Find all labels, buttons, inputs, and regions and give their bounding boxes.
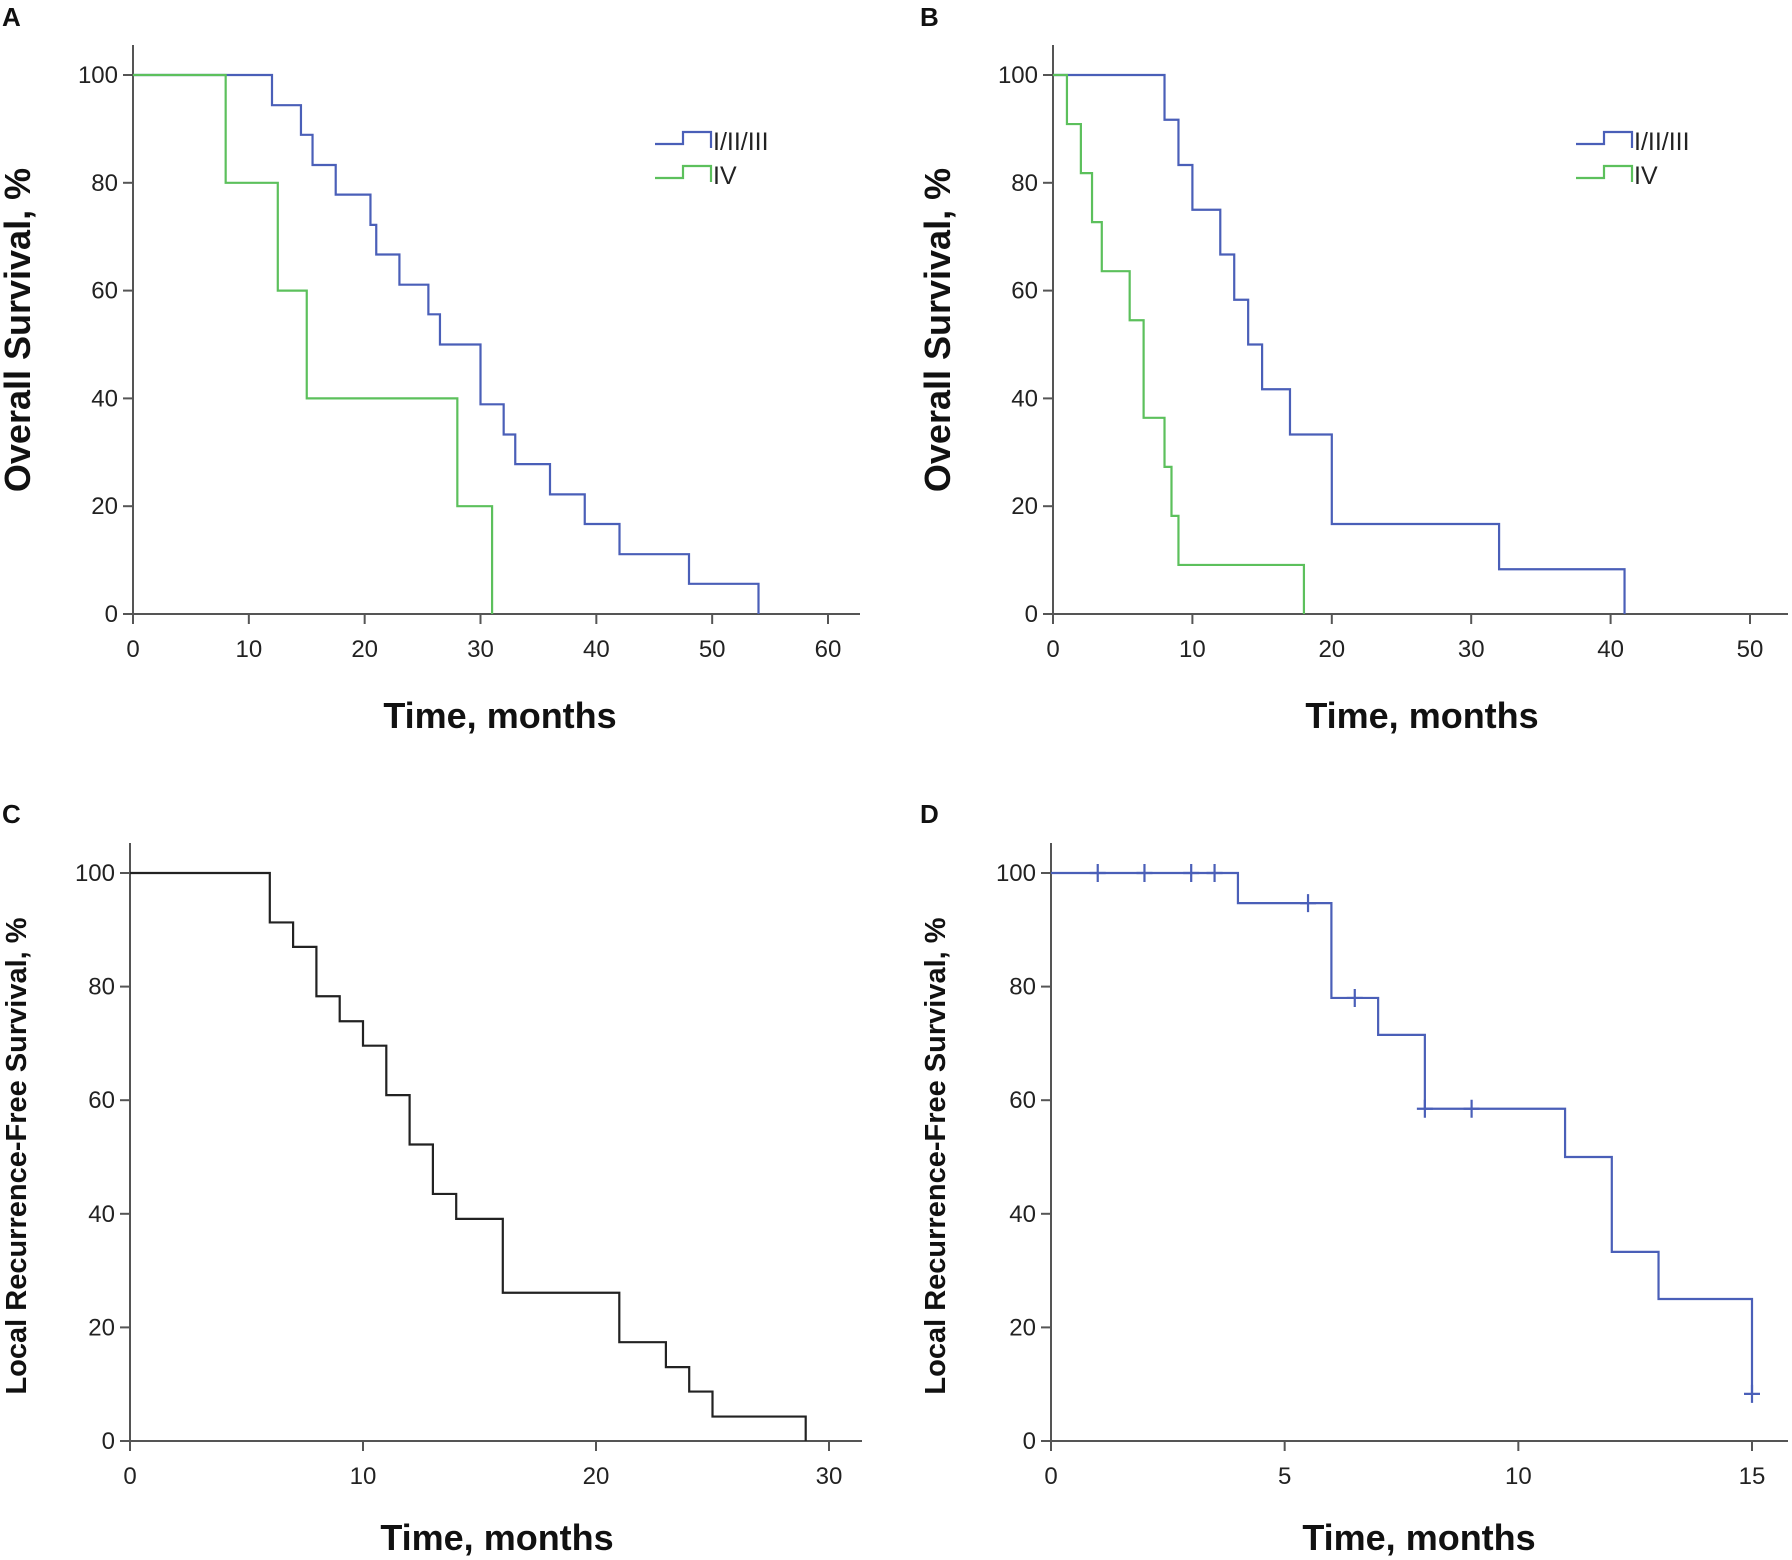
panel-d-y-tick-label: 100 — [996, 860, 1036, 887]
panel-a-x-tick-label: 20 — [351, 636, 378, 663]
panel-a-x-axis-title: Time, months — [383, 695, 616, 736]
panel-d-censor-mark — [1463, 1099, 1480, 1118]
panel-b-y-tick-label: 40 — [1011, 385, 1038, 412]
panel-d-y-tick-label: 20 — [1009, 1314, 1036, 1341]
panel-d-x-tick-label: 0 — [1044, 1463, 1057, 1490]
panel-a-x-tick-label: 40 — [583, 636, 610, 663]
panel-b-x-tick-label: 20 — [1318, 636, 1345, 663]
panel-b-chart: B 0 20 40 60 80 100 0 10 20 30 40 50 Time, months Ove… — [917, 2, 1788, 736]
panel-b-label: B — [920, 2, 939, 32]
panel-d-censor-mark — [1089, 864, 1106, 882]
panel-b-y-tick-label: 0 — [1025, 601, 1038, 628]
panel-b-legend-label: I/II/III — [1634, 128, 1690, 156]
panel-b-y-tick-label: 60 — [1011, 278, 1038, 305]
panel-a-x-tick-label: 30 — [467, 636, 494, 663]
panel-b-curve-2 — [1053, 73, 1306, 614]
panel-c-y-tick-label: 60 — [88, 1087, 115, 1114]
panel-d-censor-mark — [1206, 864, 1223, 882]
panel-c-curve-1 — [130, 871, 807, 1441]
panel-a-legend-label: I/II/III — [713, 128, 769, 156]
panel-b-x-tick-label: 40 — [1597, 636, 1624, 663]
panel-c-label: C — [2, 799, 21, 829]
panel-a-x-tick-label: 0 — [126, 636, 139, 663]
panel-b-x-axis-title: Time, months — [1305, 695, 1538, 736]
panel-b-x-tick-label: 30 — [1458, 636, 1485, 663]
panel-b-y-axis-title: Overall Survival, % — [917, 168, 958, 492]
panel-a-x-tick-label: 50 — [699, 636, 726, 663]
panel-c-x-tick-label: 10 — [350, 1463, 377, 1490]
panel-a-legend-swatch — [655, 164, 713, 182]
panel-c-x-tick-label: 30 — [816, 1463, 843, 1490]
panel-c-y-tick-label: 100 — [75, 860, 115, 887]
panel-b-x-tick-label: 10 — [1179, 636, 1206, 663]
panel-a-curve-2 — [133, 73, 494, 614]
panel-b-x-tick-label: 0 — [1046, 636, 1059, 663]
panel-a-legend-swatch — [655, 130, 713, 148]
panel-b-legend: I/II/III IV — [1576, 128, 1690, 190]
panel-c-y-tick-label: 20 — [88, 1314, 115, 1341]
panel-d-y-tick-label: 60 — [1009, 1087, 1036, 1114]
panel-d-censor-mark — [1744, 1384, 1760, 1403]
panel-b-y-tick-label: 100 — [998, 62, 1038, 89]
panel-c-y-tick-label: 40 — [88, 1201, 115, 1228]
panel-c-y-tick-label: 80 — [88, 974, 115, 1001]
panel-d-x-tick-label: 15 — [1739, 1463, 1766, 1490]
panel-a-y-tick-label: 20 — [91, 493, 118, 520]
panel-d-x-tick-label: 10 — [1505, 1463, 1532, 1490]
panel-a-y-tick-label: 80 — [91, 170, 118, 197]
panel-d-x-axis-title: Time, months — [1302, 1517, 1535, 1558]
panel-b-curve-1 — [1053, 73, 1626, 614]
panel-d-label: D — [920, 799, 939, 829]
panel-a-x-tick-label: 10 — [235, 636, 262, 663]
panel-a-label: A — [2, 2, 21, 32]
panel-b-x-tick-label: 50 — [1737, 636, 1764, 663]
panel-a-curve-1 — [133, 73, 760, 614]
panel-c-chart: C 0 20 40 60 80 100 0 10 20 30 Time, months Local R… — [1, 799, 862, 1558]
panel-b-y-tick-label: 80 — [1011, 170, 1038, 197]
panel-a-x-tick-label: 60 — [815, 636, 842, 663]
panel-d-censor-mark — [1346, 988, 1363, 1007]
panel-d-y-tick-label: 80 — [1009, 974, 1036, 1001]
panel-b-legend-label: IV — [1634, 162, 1658, 190]
panel-c-x-tick-label: 0 — [123, 1463, 136, 1490]
panel-a-legend: I/II/III IV — [655, 128, 769, 190]
panel-d-chart: D 0 20 40 60 80 100 0 5 10 15 Time, months Local Re… — [920, 799, 1788, 1558]
panel-c-y-tick-label: 0 — [102, 1428, 115, 1455]
panel-d-censor-mark — [1183, 864, 1200, 882]
panel-b-legend-swatch — [1576, 130, 1634, 148]
panel-d-censor-mark — [1300, 894, 1317, 913]
panel-b-legend-swatch — [1576, 164, 1634, 182]
panel-d-y-tick-label: 40 — [1009, 1201, 1036, 1228]
panel-a-chart: A 0 20 40 60 80 100 0 10 20 30 40 50 60 Time, months O… — [0, 2, 860, 736]
panel-a-y-tick-label: 100 — [78, 62, 118, 89]
panel-a-y-tick-label: 40 — [91, 385, 118, 412]
panel-a-y-axis-title: Overall Survival, % — [0, 168, 38, 492]
panel-d-y-tick-label: 0 — [1023, 1428, 1036, 1455]
panel-b-y-tick-label: 20 — [1011, 493, 1038, 520]
panel-a-legend-label: IV — [713, 162, 737, 190]
panel-d-y-axis-title: Local Recurrence-Free Survival, % — [920, 917, 952, 1394]
panel-a-y-tick-label: 0 — [105, 601, 118, 628]
panel-d-curve-1 — [1051, 871, 1754, 1394]
panel-d-censor-mark — [1136, 864, 1153, 882]
panel-c-y-axis-title: Local Recurrence-Free Survival, % — [1, 917, 33, 1394]
panel-d-censor-mark — [1416, 1099, 1433, 1118]
panel-c-x-axis-title: Time, months — [380, 1517, 613, 1558]
panel-a-y-tick-label: 60 — [91, 278, 118, 305]
panel-c-x-tick-label: 20 — [583, 1463, 610, 1490]
panel-d-x-tick-label: 5 — [1278, 1463, 1291, 1490]
